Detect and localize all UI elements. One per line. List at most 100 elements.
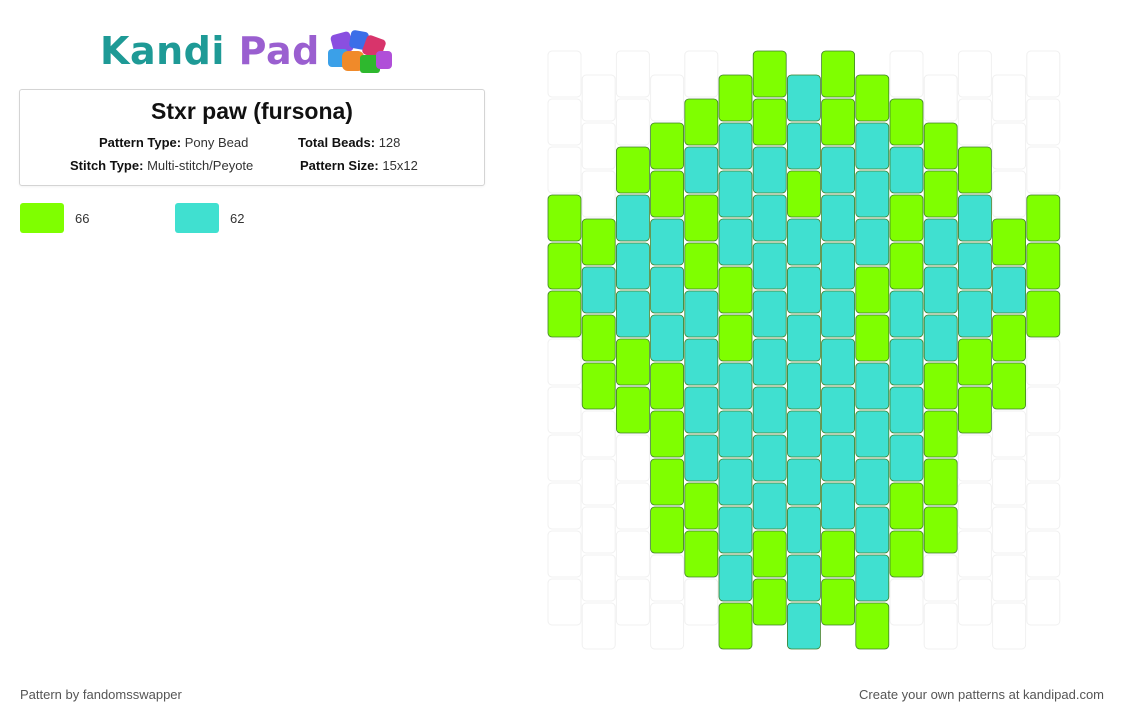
bead bbox=[650, 314, 684, 362]
bead bbox=[923, 458, 958, 506]
bead bbox=[718, 362, 753, 410]
empty-bead bbox=[992, 170, 1027, 218]
bead bbox=[786, 458, 821, 506]
empty-bead bbox=[581, 170, 616, 218]
empty-bead bbox=[581, 458, 616, 506]
bead bbox=[889, 194, 924, 242]
create-patterns-link[interactable]: Create your own patterns at kandipad.com bbox=[859, 687, 1104, 702]
bead bbox=[889, 386, 924, 434]
bead bbox=[889, 338, 924, 386]
bead bbox=[855, 266, 890, 314]
bead bbox=[684, 434, 719, 482]
bead bbox=[889, 434, 924, 482]
bead bbox=[752, 50, 787, 98]
bead bbox=[821, 290, 856, 338]
empty-bead bbox=[615, 50, 650, 98]
empty-bead bbox=[1026, 434, 1061, 482]
logo-word-pad: Pad bbox=[238, 29, 320, 73]
empty-bead bbox=[581, 506, 616, 554]
bead bbox=[1026, 290, 1061, 338]
empty-bead bbox=[923, 554, 958, 602]
bead bbox=[821, 98, 856, 146]
empty-bead bbox=[957, 434, 992, 482]
bead bbox=[752, 146, 787, 194]
bead bbox=[1026, 194, 1061, 242]
empty-bead bbox=[684, 50, 719, 98]
total-beads-value: 128 bbox=[378, 135, 401, 150]
bead bbox=[547, 290, 582, 338]
bead bbox=[718, 554, 753, 602]
empty-bead bbox=[923, 74, 958, 122]
bead bbox=[684, 242, 719, 290]
bead bbox=[889, 530, 924, 578]
bead bbox=[752, 290, 787, 338]
total-beads-label: Total Beads: bbox=[298, 135, 376, 150]
kandi-pad-logo[interactable]: Kandi Pad bbox=[100, 26, 402, 76]
empty-bead bbox=[992, 122, 1027, 170]
empty-bead bbox=[547, 530, 582, 578]
color-swatch-turquoise[interactable] bbox=[175, 203, 219, 233]
empty-bead bbox=[992, 602, 1027, 650]
bead bbox=[786, 554, 821, 602]
bead bbox=[855, 218, 890, 266]
bead bbox=[957, 386, 992, 434]
empty-bead bbox=[992, 458, 1027, 506]
bead bbox=[855, 458, 890, 506]
empty-bead bbox=[957, 530, 992, 578]
bead bbox=[650, 266, 684, 314]
bead bbox=[547, 242, 582, 290]
bead bbox=[923, 170, 958, 218]
bead bbox=[957, 242, 992, 290]
bead bbox=[752, 386, 787, 434]
empty-bead bbox=[957, 482, 992, 530]
empty-bead bbox=[547, 434, 582, 482]
bead bbox=[718, 458, 753, 506]
bead bbox=[786, 602, 821, 650]
bead bbox=[786, 218, 821, 266]
empty-bead bbox=[650, 602, 685, 650]
bead bbox=[821, 50, 856, 98]
empty-bead bbox=[1026, 386, 1061, 434]
empty-bead bbox=[615, 578, 650, 626]
bead bbox=[684, 194, 719, 242]
empty-bead bbox=[547, 50, 582, 98]
pattern-author[interactable]: Pattern by fandomsswapper bbox=[20, 687, 182, 702]
bead bbox=[718, 122, 753, 170]
bead bbox=[923, 362, 958, 410]
empty-bead bbox=[1026, 482, 1061, 530]
bead bbox=[752, 578, 787, 626]
color-swatch-green[interactable] bbox=[20, 203, 64, 233]
pattern-size-label: Pattern Size: bbox=[300, 158, 379, 173]
bead bbox=[992, 218, 1027, 266]
bead bbox=[855, 506, 890, 554]
empty-bead bbox=[615, 530, 650, 578]
empty-bead bbox=[1026, 50, 1061, 98]
empty-bead bbox=[992, 554, 1027, 602]
bead bbox=[821, 338, 856, 386]
empty-bead bbox=[889, 578, 924, 626]
bead bbox=[684, 386, 719, 434]
color-count-turquoise: 62 bbox=[230, 211, 245, 226]
pattern-size-row: Pattern Size: 15x12 bbox=[300, 158, 418, 173]
empty-bead bbox=[650, 74, 685, 122]
bead bbox=[992, 266, 1027, 314]
pattern-info-card: Stxr paw (fursona) Pattern Type: Pony Be… bbox=[19, 89, 485, 186]
bead bbox=[923, 506, 958, 554]
bead bbox=[684, 338, 719, 386]
bead bbox=[650, 458, 684, 506]
bead bbox=[684, 482, 719, 530]
bead bbox=[547, 194, 582, 242]
bead bbox=[821, 242, 856, 290]
bead bbox=[855, 362, 890, 410]
bead bbox=[616, 242, 650, 290]
bead bbox=[718, 410, 753, 458]
bead bbox=[855, 122, 890, 170]
bead bbox=[821, 434, 856, 482]
bead bbox=[786, 506, 821, 554]
bead bbox=[718, 266, 753, 314]
bead bbox=[821, 578, 856, 626]
bead bbox=[957, 338, 992, 386]
bead bbox=[923, 410, 958, 458]
bead bbox=[855, 554, 890, 602]
bead bbox=[752, 194, 787, 242]
